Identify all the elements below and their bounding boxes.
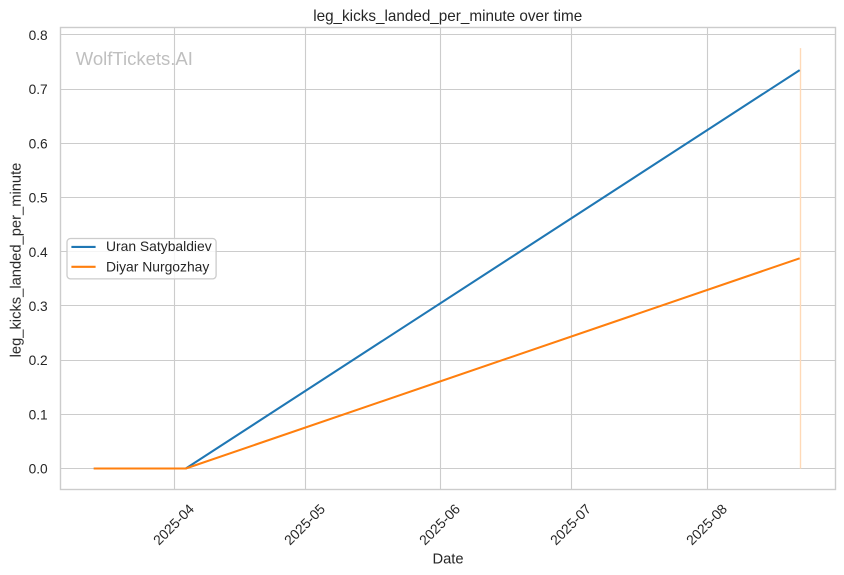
svg-text:0.5: 0.5	[29, 191, 48, 206]
svg-text:Diyar Nurgozhay: Diyar Nurgozhay	[106, 258, 209, 274]
svg-text:0.2: 0.2	[29, 353, 48, 368]
svg-text:leg_kicks_landed_per_minute ov: leg_kicks_landed_per_minute over time	[313, 8, 582, 25]
svg-text:Date: Date	[432, 552, 463, 568]
svg-text:0.0: 0.0	[29, 462, 48, 477]
svg-text:0.1: 0.1	[29, 407, 48, 422]
svg-text:0.3: 0.3	[29, 299, 48, 314]
svg-text:leg_kicks_landed_per_minute: leg_kicks_landed_per_minute	[9, 163, 25, 358]
svg-text:0.7: 0.7	[29, 82, 48, 97]
svg-text:0.6: 0.6	[29, 136, 48, 151]
svg-text:0.8: 0.8	[29, 28, 48, 43]
svg-text:0.4: 0.4	[29, 245, 48, 260]
svg-text:Uran Satybaldiev: Uran Satybaldiev	[106, 238, 212, 254]
svg-text:WolfTickets.AI: WolfTickets.AI	[76, 48, 193, 69]
